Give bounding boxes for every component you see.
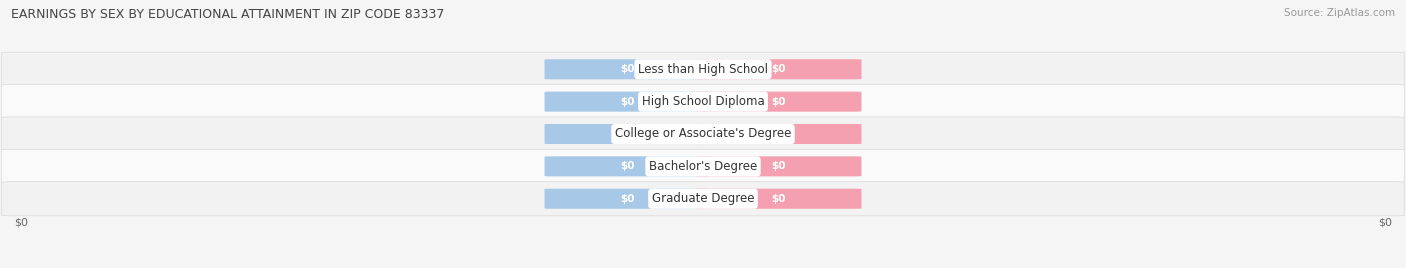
Text: $0: $0 — [772, 161, 786, 171]
Text: $0: $0 — [772, 97, 786, 107]
Text: $0: $0 — [620, 64, 634, 74]
Text: $0: $0 — [620, 97, 634, 107]
Text: $0: $0 — [772, 129, 786, 139]
FancyBboxPatch shape — [1, 117, 1405, 151]
Text: $0: $0 — [620, 194, 634, 204]
Text: Less than High School: Less than High School — [638, 63, 768, 76]
Text: $0: $0 — [772, 194, 786, 204]
Text: $0: $0 — [620, 161, 634, 171]
FancyBboxPatch shape — [1, 182, 1405, 216]
FancyBboxPatch shape — [696, 156, 862, 176]
Text: Bachelor's Degree: Bachelor's Degree — [650, 160, 756, 173]
Text: College or Associate's Degree: College or Associate's Degree — [614, 128, 792, 140]
Text: $0: $0 — [620, 129, 634, 139]
FancyBboxPatch shape — [1, 52, 1405, 86]
Text: EARNINGS BY SEX BY EDUCATIONAL ATTAINMENT IN ZIP CODE 83337: EARNINGS BY SEX BY EDUCATIONAL ATTAINMEN… — [11, 8, 444, 21]
Text: High School Diploma: High School Diploma — [641, 95, 765, 108]
FancyBboxPatch shape — [1, 149, 1405, 184]
Text: $0: $0 — [772, 64, 786, 74]
FancyBboxPatch shape — [544, 189, 710, 209]
FancyBboxPatch shape — [1, 84, 1405, 119]
Text: Source: ZipAtlas.com: Source: ZipAtlas.com — [1284, 8, 1395, 18]
FancyBboxPatch shape — [544, 92, 710, 112]
FancyBboxPatch shape — [696, 124, 862, 144]
FancyBboxPatch shape — [696, 92, 862, 112]
FancyBboxPatch shape — [544, 156, 710, 176]
FancyBboxPatch shape — [544, 59, 710, 79]
Text: $0: $0 — [1378, 218, 1392, 228]
Text: Graduate Degree: Graduate Degree — [652, 192, 754, 205]
FancyBboxPatch shape — [544, 124, 710, 144]
FancyBboxPatch shape — [696, 189, 862, 209]
Text: $0: $0 — [14, 218, 28, 228]
FancyBboxPatch shape — [696, 59, 862, 79]
